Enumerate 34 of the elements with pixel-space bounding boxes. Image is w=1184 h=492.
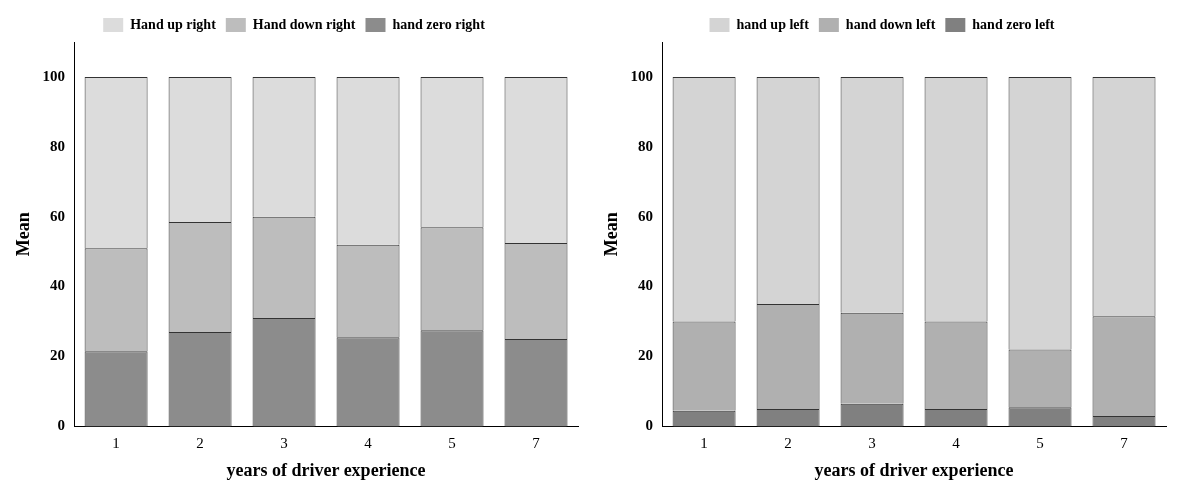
x-tick-label: 2	[196, 435, 204, 452]
y-tick-label: 0	[645, 417, 654, 434]
x-axis-title: years of driver experience	[226, 459, 426, 480]
x-tick-label: 4	[364, 435, 373, 452]
x-tick-label: 7	[532, 435, 541, 452]
y-tick-label: 100	[630, 67, 654, 84]
y-tick-label: 60	[638, 207, 654, 224]
legend-label: Hand down right	[252, 16, 356, 32]
x-tick-label: 7	[1120, 435, 1129, 452]
y-tick-label: 80	[638, 137, 654, 154]
y-tick-label: 40	[638, 277, 654, 294]
x-tick-label: 5	[448, 435, 456, 452]
y-tick-label: 20	[638, 347, 654, 364]
legend-label: hand down left	[845, 16, 936, 32]
y-tick-label: 60	[50, 207, 66, 224]
x-axis-title: years of driver experience	[814, 459, 1014, 480]
y-axis-title: Mean	[601, 212, 622, 257]
y-tick-label: 80	[50, 137, 66, 154]
y-axis-title: Mean	[13, 212, 34, 257]
x-tick-label: 3	[280, 435, 288, 452]
legend-label: hand up left	[736, 16, 810, 32]
x-tick-label: 4	[952, 435, 961, 452]
y-tick-label: 100	[42, 67, 66, 84]
x-tick-label: 1	[112, 435, 120, 452]
y-tick-label: 40	[50, 277, 66, 294]
x-tick-label: 2	[784, 435, 792, 452]
y-tick-label: 0	[57, 417, 66, 434]
x-tick-label: 5	[1036, 435, 1044, 452]
x-tick-label: 3	[868, 435, 876, 452]
x-tick-label: 1	[700, 435, 708, 452]
legend-label: Hand up right	[130, 16, 217, 32]
y-tick-label: 20	[50, 347, 66, 364]
legend-label: hand zero left	[972, 16, 1055, 32]
legend-label: hand zero right	[392, 16, 486, 32]
